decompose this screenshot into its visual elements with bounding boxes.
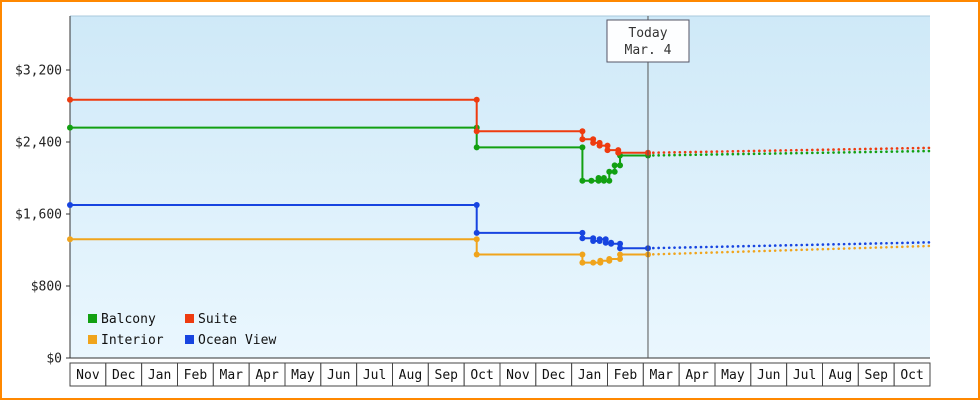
data-point <box>67 236 73 243</box>
data-point <box>615 149 622 156</box>
month-label: Nov <box>76 368 100 383</box>
today-label: Today <box>628 26 667 41</box>
data-point <box>473 128 480 135</box>
legend-swatch-ocean-view <box>185 335 194 344</box>
y-tick-label: $2,400 <box>15 136 62 151</box>
data-point <box>579 259 586 266</box>
data-point <box>617 240 624 247</box>
month-cell <box>893 362 931 387</box>
data-point <box>608 240 615 247</box>
y-tick-label: $800 <box>31 280 62 295</box>
data-point <box>617 251 624 258</box>
month-label: May <box>291 368 315 383</box>
month-label: Oct <box>470 368 493 383</box>
month-label: Sep <box>435 368 459 383</box>
data-point <box>579 251 586 258</box>
month-label: Feb <box>614 368 638 383</box>
today-date: Mar. 4 <box>625 43 672 58</box>
data-point <box>579 144 586 151</box>
data-point <box>596 236 603 243</box>
data-point <box>67 202 73 208</box>
legend-swatch-interior <box>88 335 97 344</box>
series-forecast-balcony <box>646 149 932 157</box>
data-point <box>473 202 480 208</box>
data-point <box>588 177 595 184</box>
data-point <box>617 256 624 262</box>
y-tick-label: $1,600 <box>15 208 62 223</box>
data-point <box>473 96 480 103</box>
data-point <box>611 168 618 175</box>
month-label: Jun <box>327 368 350 383</box>
legend-label-suite: Suite <box>198 312 237 327</box>
month-label: Apr <box>685 368 709 383</box>
legend-label-balcony: Balcony <box>101 312 156 327</box>
month-label: Feb <box>184 368 208 383</box>
data-point <box>597 257 604 264</box>
today-box <box>606 19 690 63</box>
series-forecast-ocean-view <box>646 241 932 250</box>
data-point <box>579 136 586 143</box>
data-point <box>596 142 603 149</box>
month-label: Oct <box>900 368 923 383</box>
data-point <box>473 236 480 243</box>
month-label: Sep <box>865 368 889 383</box>
data-point <box>595 175 602 181</box>
data-point <box>67 96 73 103</box>
month-label: Mar <box>220 368 244 383</box>
data-point <box>606 256 613 262</box>
data-point <box>579 229 586 236</box>
data-point <box>473 251 480 258</box>
data-point <box>590 259 597 266</box>
data-point <box>604 142 611 149</box>
data-point <box>611 162 618 169</box>
series-forecast-interior <box>646 244 932 256</box>
month-label: Dec <box>112 368 135 383</box>
data-point <box>600 177 607 184</box>
month-label: Aug <box>829 368 852 383</box>
plot-background <box>70 16 930 358</box>
data-point <box>590 139 597 146</box>
legend-swatch-balcony <box>88 314 97 323</box>
month-label: Mar <box>650 368 674 383</box>
data-point <box>617 245 624 252</box>
data-point <box>617 162 624 169</box>
month-label: May <box>721 368 745 383</box>
series-forecast-suite <box>646 146 932 155</box>
month-label: Jan <box>148 368 171 383</box>
month-label: Jan <box>578 368 601 383</box>
y-tick-label: $0 <box>46 352 62 367</box>
data-point <box>473 144 480 151</box>
data-point <box>590 238 597 244</box>
data-point <box>473 229 480 236</box>
legend-swatch-suite <box>185 314 194 323</box>
legend-label-ocean-view: Ocean View <box>198 333 276 348</box>
month-label: Aug <box>399 368 422 383</box>
data-point <box>604 147 611 154</box>
y-tick-label: $3,200 <box>15 64 62 79</box>
data-point <box>579 235 586 242</box>
legend-label-interior: Interior <box>101 333 164 348</box>
data-point <box>602 239 609 246</box>
month-label: Jul <box>363 368 386 383</box>
data-point <box>606 177 613 184</box>
month-label: Apr <box>255 368 279 383</box>
data-point <box>606 168 613 175</box>
month-label: Dec <box>542 368 565 383</box>
data-point <box>579 177 586 184</box>
month-label: Jul <box>793 368 816 383</box>
data-point <box>579 128 586 135</box>
data-point <box>67 124 73 131</box>
month-label: Jun <box>757 368 780 383</box>
month-label: Nov <box>506 368 530 383</box>
